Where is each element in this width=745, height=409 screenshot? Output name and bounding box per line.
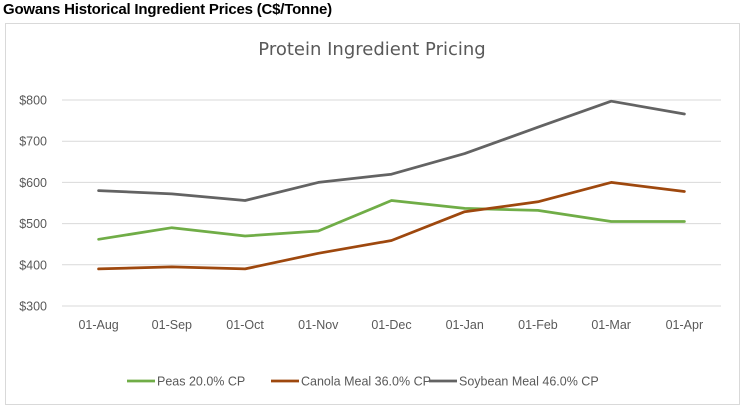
- series-line-2: [97, 99, 686, 202]
- chart-container: [5, 23, 740, 405]
- y-axis-ticks: $300 $400 $500 $600 $700 $800: [19, 94, 47, 314]
- x-tick-label: 01-Aug: [78, 318, 118, 332]
- y-tick-label: $700: [19, 135, 47, 149]
- x-tick-label: 01-Jan: [446, 318, 484, 332]
- x-tick-label: 01-Apr: [666, 318, 704, 332]
- x-tick-label: 01-Sep: [152, 318, 192, 332]
- x-tick-label: 01-Feb: [518, 318, 558, 332]
- legend-label: Peas 20.0% CP: [157, 375, 245, 389]
- x-tick-label: 01-Nov: [298, 318, 339, 332]
- legend-item: Canola Meal 36.0% CP: [271, 375, 431, 389]
- x-tick-label: 01-Oct: [226, 318, 264, 332]
- y-tick-label: $600: [19, 176, 47, 190]
- gridlines: [62, 99, 721, 307]
- x-tick-label: 01-Dec: [371, 318, 411, 332]
- page-heading: Gowans Historical Ingredient Prices (C$/…: [3, 1, 332, 18]
- legend-item: Peas 20.0% CP: [127, 375, 245, 389]
- y-tick-label: $300: [19, 300, 47, 314]
- legend: Peas 20.0% CP Canola Meal 36.0% CP Soybean…: [127, 375, 599, 389]
- y-tick-label: $400: [19, 258, 47, 272]
- y-tick-label: $500: [19, 217, 47, 231]
- x-axis-ticks: 01-Aug 01-Sep 01-Oct 01-Nov 01-Dec 01-Jan 01-F…: [78, 318, 703, 332]
- legend-label: Soybean Meal 46.0% CP: [459, 375, 599, 389]
- series-line-1: [97, 181, 686, 271]
- series-line-0: [97, 199, 686, 241]
- legend-label: Canola Meal 36.0% CP: [301, 375, 431, 389]
- y-tick-label: $800: [19, 94, 47, 108]
- x-tick-label: 01-Mar: [591, 318, 631, 332]
- series-lines: [97, 99, 686, 271]
- chart-title: Protein Ingredient Pricing: [258, 39, 485, 60]
- legend-item: Soybean Meal 46.0% CP: [429, 375, 599, 389]
